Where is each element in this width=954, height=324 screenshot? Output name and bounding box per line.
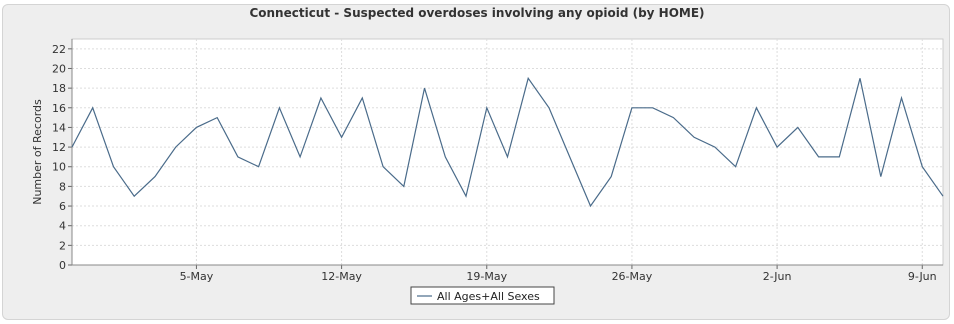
x-tick-label: 19-May — [466, 270, 507, 283]
legend-label: All Ages+All Sexes — [437, 290, 540, 303]
y-tick-label: 14 — [52, 121, 66, 134]
y-axis-label: Number of Records — [31, 99, 44, 205]
legend-box — [410, 286, 555, 305]
chart-title: Connecticut - Suspected overdoses involv… — [249, 6, 705, 20]
x-tick-label: 9-Jun — [908, 270, 937, 283]
y-tick-label: 12 — [52, 141, 66, 154]
y-tick-label: 4 — [59, 220, 66, 233]
axis-layer: 0 2 4 6 8 10 12 14 16 18 20 22 5-May 12-May 19-May 26-M… — [52, 39, 943, 283]
y-tick-label: 6 — [59, 200, 66, 213]
y-tick-label: 20 — [52, 62, 66, 75]
series-line — [71, 76, 944, 208]
x-tick-label: 5-May — [180, 270, 214, 283]
y-tick-label: 22 — [52, 43, 66, 56]
y-tick-label: 2 — [59, 239, 66, 252]
x-tick-label: 26-May — [612, 270, 653, 283]
y-tick-label: 0 — [59, 259, 66, 272]
plot-area — [71, 38, 944, 266]
legend: All Ages+All Sexes — [410, 286, 555, 305]
y-tick-label: 10 — [52, 161, 66, 174]
y-tick-label: 16 — [52, 102, 66, 115]
series-layer — [71, 76, 944, 208]
y-tick-label: 18 — [52, 82, 66, 95]
x-tick-label: 2-Jun — [763, 270, 792, 283]
y-tick-label: 8 — [59, 180, 66, 193]
x-tick-label: 12-May — [321, 270, 362, 283]
